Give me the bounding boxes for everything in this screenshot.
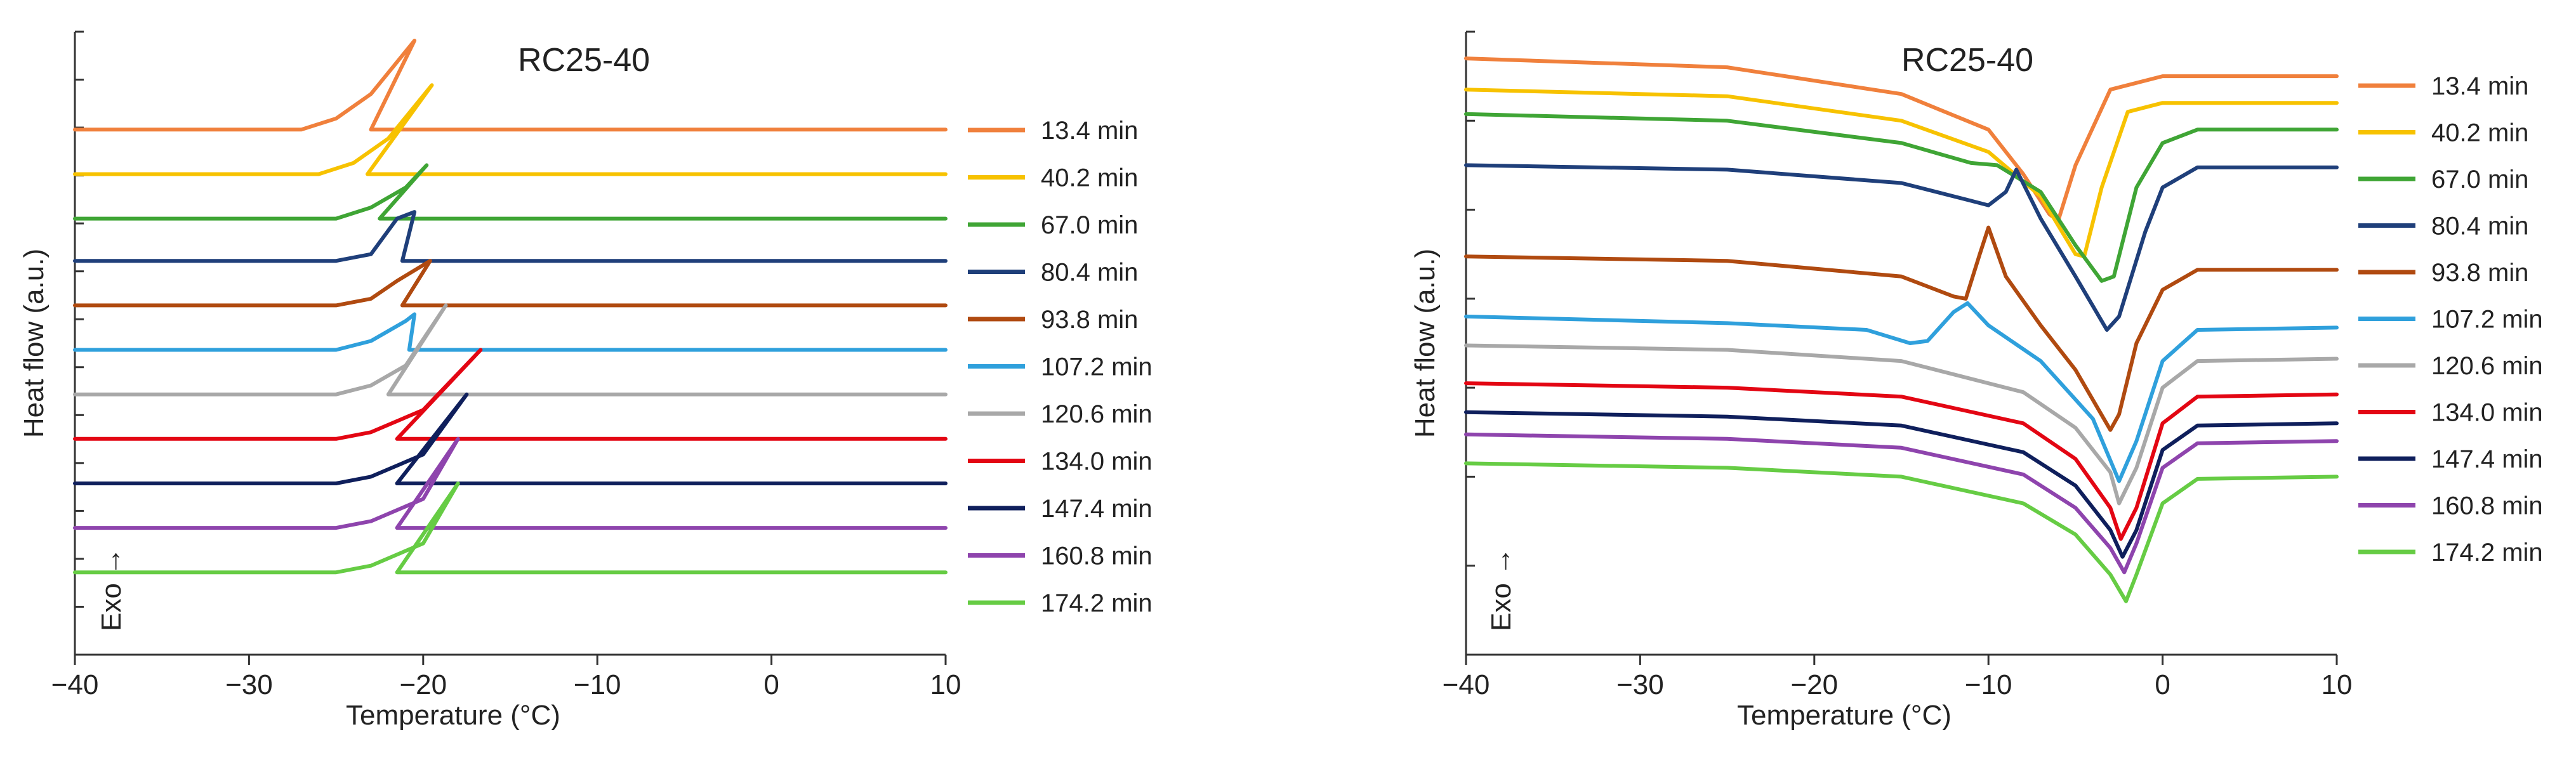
series-line-4 [1464, 163, 2339, 332]
series-line-5 [1464, 225, 2339, 432]
series-line-8 [1464, 381, 2339, 541]
chart-title: RC25-40 [518, 42, 650, 79]
series-line-2 [1464, 88, 2339, 259]
series-line-7 [73, 303, 948, 396]
legend-label: 160.8 min [2431, 492, 2543, 520]
x-tick-label: −10 [574, 669, 621, 700]
legend-label: 134.0 min [1041, 448, 1153, 476]
x-tick-label: 0 [2155, 669, 2170, 700]
chart-panel-1: −40 −30 −20 −10 0 10 Temperature (°C) Heat flow… [18, 30, 1153, 731]
legend-label: 93.8 min [2431, 259, 2528, 287]
legend-label: 67.0 min [2431, 166, 2528, 193]
x-tick-label: 0 [763, 669, 779, 700]
series-line-6 [73, 312, 948, 352]
series-line-10 [1464, 432, 2339, 575]
x-tick-label: −30 [1616, 669, 1664, 700]
series-line-7 [1464, 343, 2339, 506]
x-tick-label: −40 [51, 669, 99, 700]
legend-label: 40.2 min [2431, 119, 2528, 147]
x-tick-label: 10 [930, 669, 961, 700]
x-tick-label: −20 [1790, 669, 1838, 700]
x-tick-label: 10 [2322, 669, 2353, 700]
exo-annotation: Exo → [96, 547, 127, 631]
legend-label: 107.2 min [1041, 353, 1153, 381]
series-line-5 [73, 259, 948, 308]
legend-label: 93.8 min [1041, 306, 1138, 334]
legend-label: 174.2 min [1041, 589, 1153, 617]
legend-label: 107.2 min [2431, 306, 2543, 334]
legend-label: 120.6 min [2431, 352, 2543, 380]
x-tick-label: −10 [1965, 669, 2012, 700]
x-axis-title: Temperature (°C) [1737, 700, 1952, 731]
legend-label: 134.0 min [2431, 399, 2543, 427]
y-axis-title: Heat flow (a.u.) [18, 249, 50, 438]
series-line-8 [73, 348, 948, 441]
series-line-4 [73, 210, 948, 263]
x-axis-title: Temperature (°C) [346, 700, 560, 731]
series-line-11 [73, 482, 948, 575]
series-line-9 [1464, 410, 2339, 559]
chart-title: RC25-40 [1901, 42, 2033, 79]
x-tick-label: −40 [1443, 669, 1490, 700]
series-line-3 [1464, 112, 2339, 283]
y-axis-title: Heat flow (a.u.) [1410, 249, 1441, 438]
legend-label: 174.2 min [2431, 539, 2543, 567]
legend-label: 147.4 min [2431, 445, 2543, 473]
legend-label: 13.4 min [1041, 117, 1138, 145]
legend-label: 120.6 min [1041, 400, 1153, 428]
series-line-1 [73, 39, 948, 132]
legend-label: 13.4 min [2431, 72, 2528, 100]
series-line-6 [1464, 301, 2339, 483]
chart-panel-2: −40 −30 −20 −10 0 10 Temperature (°C) Heat flow… [1410, 30, 2543, 731]
exo-annotation: Exo → [1486, 547, 1517, 631]
legend-label: 80.4 min [1041, 259, 1138, 287]
legend-label: 67.0 min [1041, 211, 1138, 239]
x-tick-label: −20 [399, 669, 447, 700]
legend-label: 80.4 min [2431, 213, 2528, 240]
x-tick-label: −30 [225, 669, 273, 700]
series-line-11 [1464, 461, 2339, 603]
legend-label: 160.8 min [1041, 542, 1153, 570]
series-line-1 [1464, 56, 2339, 223]
series-line-2 [73, 83, 948, 176]
legend-label: 147.4 min [1041, 495, 1153, 523]
legend-label: 40.2 min [1041, 164, 1138, 192]
